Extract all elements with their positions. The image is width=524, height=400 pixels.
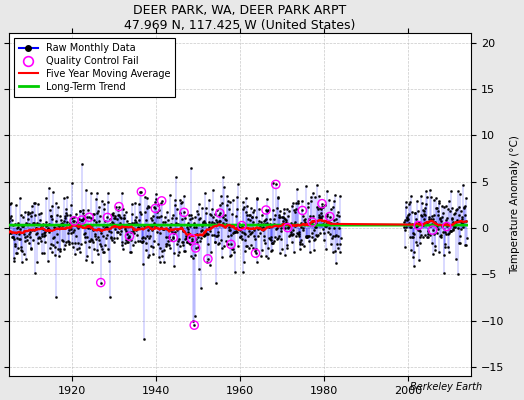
Point [151,205,160,212]
Point [252,250,260,256]
Point [70,218,79,224]
Point [125,233,134,239]
Point [204,256,212,262]
Point [78,217,86,223]
Point [308,219,316,225]
Point [188,236,196,242]
Point [158,198,166,204]
Point [227,241,235,248]
Legend: Raw Monthly Data, Quality Control Fail, Five Year Moving Average, Long-Term Tren: Raw Monthly Data, Quality Control Fail, … [14,38,176,97]
Point [298,207,307,214]
Point [262,207,270,213]
Point [318,200,326,207]
Point [85,214,93,220]
Point [414,222,422,229]
Point [169,234,178,241]
Point [190,322,199,328]
Point [115,204,123,210]
Point [103,214,112,221]
Point [180,209,188,216]
Point [191,245,200,251]
Title: DEER PARK, WA, DEER PARK ARPT
47.969 N, 117.425 W (United States): DEER PARK, WA, DEER PARK ARPT 47.969 N, … [124,4,356,32]
Point [325,213,334,220]
Point [137,188,146,195]
Y-axis label: Temperature Anomaly (°C): Temperature Anomaly (°C) [510,135,520,274]
Point [442,223,451,230]
Text: Berkeley Earth: Berkeley Earth [410,382,482,392]
Point [271,181,280,188]
Point [96,279,105,286]
Point [215,210,224,216]
Point [238,222,246,229]
Point [283,224,292,231]
Point [429,227,437,233]
